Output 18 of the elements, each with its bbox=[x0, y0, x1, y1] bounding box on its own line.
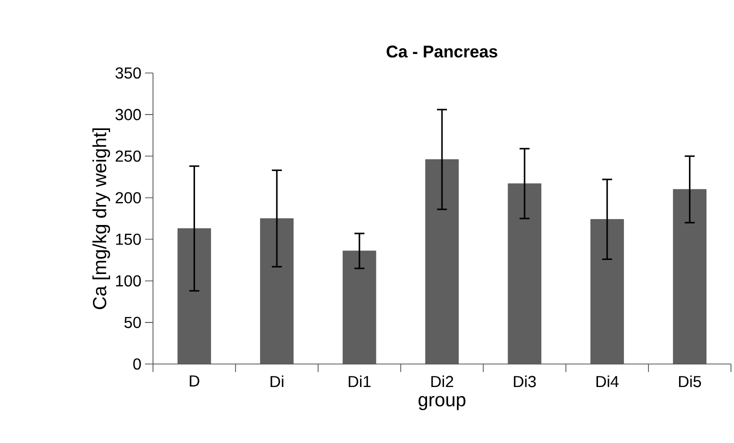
y-tick-label: 150 bbox=[116, 234, 141, 245]
x-tick-label: Di bbox=[270, 375, 284, 388]
y-tick-label: 50 bbox=[124, 316, 141, 328]
chart-title: Ca - Pancreas bbox=[386, 46, 498, 58]
x-tick-label: Di3 bbox=[514, 375, 536, 388]
x-tick-label: Di1 bbox=[348, 375, 371, 388]
y-tick-label: 250 bbox=[116, 150, 141, 162]
y-tick-label: 200 bbox=[116, 192, 141, 204]
y-tick-label: 0 bbox=[133, 358, 141, 370]
y-tick-label: 100 bbox=[116, 275, 141, 286]
y-tick-label: 300 bbox=[116, 108, 141, 120]
x-tick-label: Di4 bbox=[596, 375, 619, 388]
x-axis-title: group bbox=[418, 396, 466, 410]
y-tick-label: 350 bbox=[116, 67, 141, 79]
y-axis-title: Ca [mg/kg dry weight] bbox=[92, 128, 110, 310]
x-tick-label: Di5 bbox=[679, 375, 701, 388]
x-tick-label: Di2 bbox=[431, 375, 454, 388]
x-tick-label: D bbox=[190, 375, 200, 386]
